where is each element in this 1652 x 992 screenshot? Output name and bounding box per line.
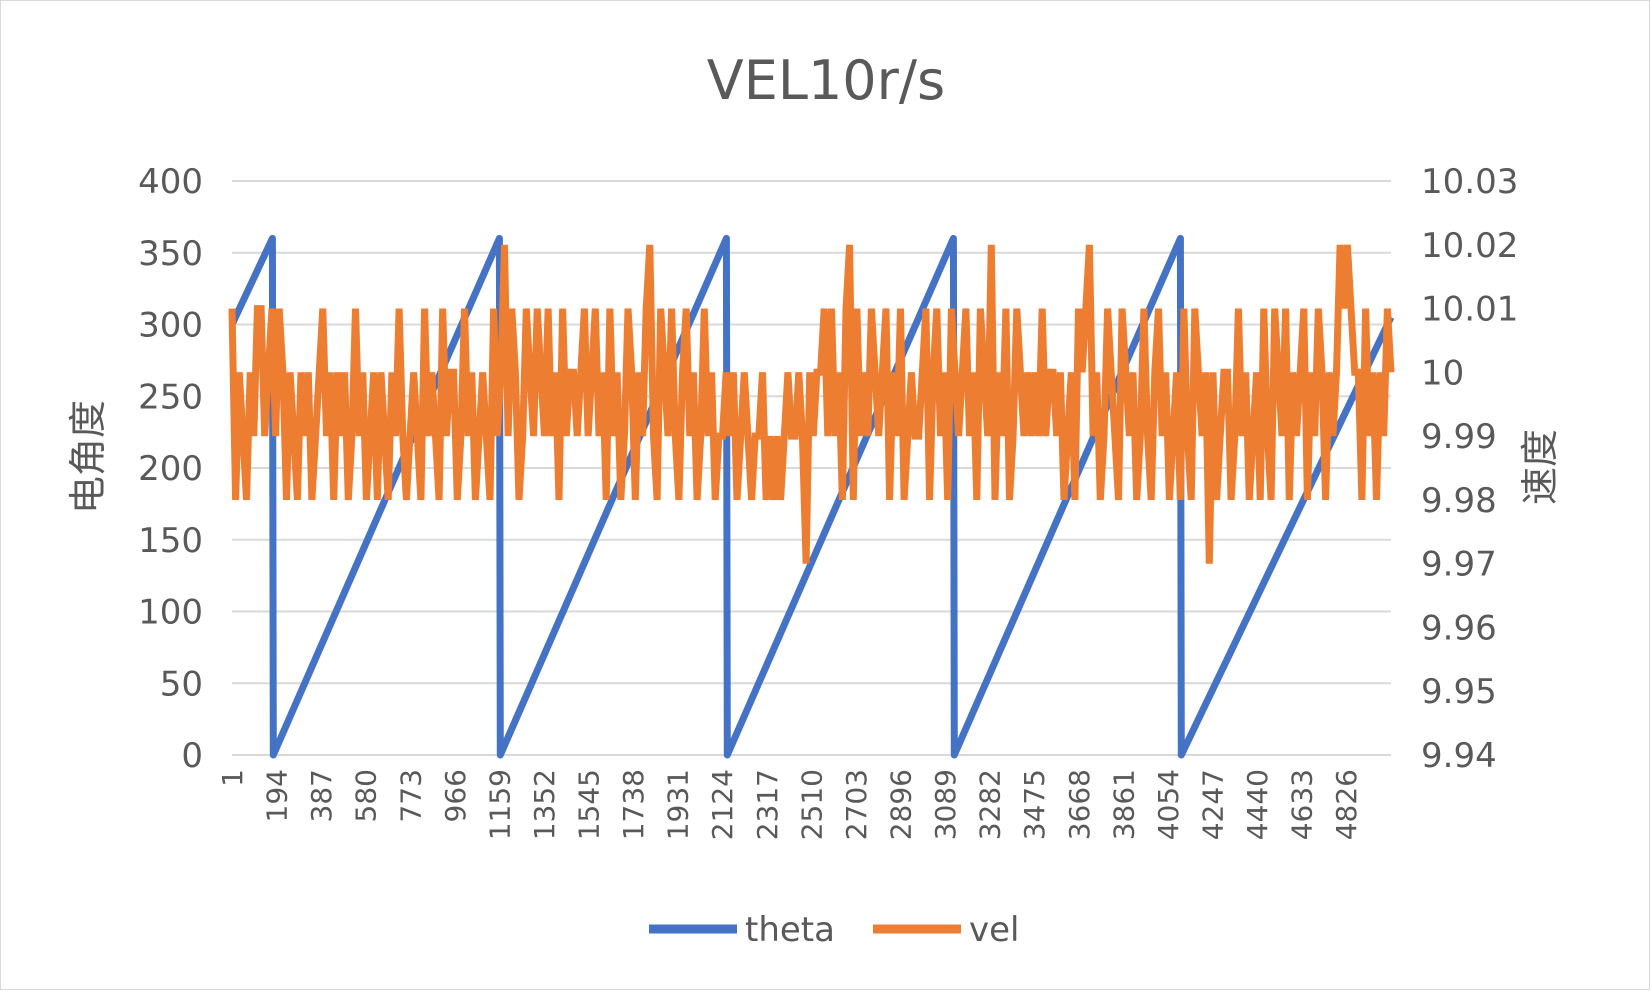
x-tick-label: 3861 xyxy=(1107,769,1140,840)
x-tick-label: 1352 xyxy=(528,769,561,840)
x-tick-label: 1738 xyxy=(617,769,650,840)
series-line-vel xyxy=(228,244,1395,564)
x-tick-label: 2510 xyxy=(795,769,828,840)
left-y-tick-label: 50 xyxy=(160,664,203,704)
series-lines xyxy=(228,234,1395,759)
right-y-tick-label: 10.02 xyxy=(1421,226,1518,266)
x-tick-label: 773 xyxy=(394,769,427,822)
x-tick-label: 387 xyxy=(305,769,338,822)
x-tick-label: 4247 xyxy=(1196,769,1229,840)
left-y-axis-title: 电角度 xyxy=(66,400,110,514)
left-y-tick-label: 150 xyxy=(138,521,203,561)
x-tick-label: 194 xyxy=(261,769,294,822)
x-tick-label: 2896 xyxy=(885,769,918,840)
right-y-tick-label: 9.98 xyxy=(1421,481,1497,521)
right-y-tick-label: 9.99 xyxy=(1421,417,1497,457)
x-tick-label: 580 xyxy=(350,769,383,822)
x-tick-label: 4633 xyxy=(1286,769,1319,840)
x-tick-label: 3089 xyxy=(929,769,962,840)
left-y-tick-label: 300 xyxy=(138,306,203,346)
left-y-tick-label: 100 xyxy=(138,593,203,633)
right-y-tick-label: 10.01 xyxy=(1421,290,1518,330)
x-tick-label: 3668 xyxy=(1063,769,1096,840)
right-y-axis-ticks: 9.94 9.95 9.96 9.97 9.98 9.99 10 10.01 10.02 10.0… xyxy=(1421,162,1518,776)
right-y-tick-label: 9.95 xyxy=(1421,672,1497,712)
legend-label-theta: theta xyxy=(745,910,835,950)
left-y-tick-label: 200 xyxy=(138,449,203,489)
right-y-tick-label: 10.03 xyxy=(1421,162,1518,202)
legend-label-vel: vel xyxy=(969,910,1020,950)
x-tick-label: 1931 xyxy=(662,769,695,840)
x-tick-label: 1159 xyxy=(483,769,516,840)
x-axis-ticks: 1 194 387 580 773 966 1159 1352 1545 1738 1931 2124… xyxy=(216,769,1363,840)
x-tick-label: 966 xyxy=(439,769,472,822)
left-y-tick-label: 0 xyxy=(181,736,203,776)
x-tick-label: 3282 xyxy=(974,769,1007,840)
x-tick-label: 2124 xyxy=(706,769,739,840)
right-y-axis-title: 速度 xyxy=(1518,429,1562,505)
x-tick-label: 3475 xyxy=(1018,769,1051,840)
x-tick-label: 2703 xyxy=(840,769,873,840)
x-tick-label: 2317 xyxy=(751,769,784,840)
legend: theta vel xyxy=(649,910,1020,950)
left-y-tick-label: 350 xyxy=(138,234,203,274)
x-tick-label: 4826 xyxy=(1330,769,1363,840)
right-y-tick-label: 9.94 xyxy=(1421,736,1497,776)
x-tick-label: 1 xyxy=(216,769,249,787)
x-tick-label: 1545 xyxy=(573,769,606,840)
right-y-tick-label: 10 xyxy=(1421,353,1464,393)
right-y-tick-label: 9.97 xyxy=(1421,545,1497,585)
x-tick-label: 4440 xyxy=(1241,769,1274,840)
left-y-axis-ticks: 0 50 100 150 200 250 300 350 400 xyxy=(138,162,203,776)
left-y-tick-label: 250 xyxy=(138,377,203,417)
chart-title: VEL10r/s xyxy=(707,49,945,112)
right-y-tick-label: 9.96 xyxy=(1421,608,1497,648)
x-tick-label: 4054 xyxy=(1152,769,1185,840)
left-y-tick-label: 400 xyxy=(138,162,203,202)
